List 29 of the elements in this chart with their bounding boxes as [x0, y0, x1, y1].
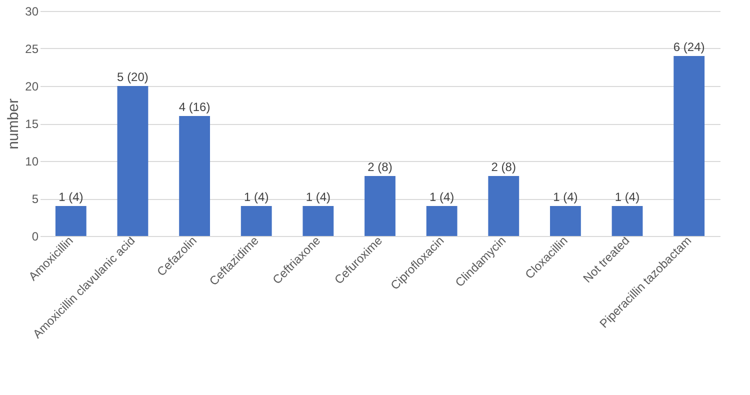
- bar: [55, 206, 86, 236]
- y-tick-label: 10: [25, 154, 39, 168]
- data-label: 2 (8): [491, 160, 516, 174]
- y-tick-label: 25: [25, 42, 39, 56]
- data-label: 2 (8): [368, 160, 392, 174]
- y-axis-title: number: [5, 98, 22, 150]
- data-label: 1 (4): [306, 190, 331, 204]
- data-label: 5 (20): [117, 70, 148, 84]
- bar: [179, 116, 210, 236]
- bar: [426, 206, 458, 236]
- data-label: 1 (4): [553, 190, 578, 204]
- data-label: 1 (4): [429, 190, 454, 204]
- bar: [364, 176, 396, 236]
- data-label: 1 (4): [614, 190, 640, 204]
- bar: [488, 176, 520, 236]
- data-label: 1 (4): [58, 190, 84, 204]
- y-tick-label: 15: [25, 117, 39, 131]
- data-label: 4 (16): [178, 100, 210, 114]
- bar: [117, 86, 148, 236]
- bar: [240, 206, 272, 236]
- bar: [302, 206, 334, 236]
- y-tick-label: 20: [25, 80, 39, 94]
- data-label: 1 (4): [244, 190, 269, 204]
- y-tick-label: 30: [25, 4, 39, 18]
- data-label: 6 (24): [673, 40, 705, 54]
- bar: [674, 56, 705, 236]
- y-tick-label: 5: [32, 192, 39, 206]
- bar: [612, 206, 643, 236]
- bar: [550, 206, 581, 236]
